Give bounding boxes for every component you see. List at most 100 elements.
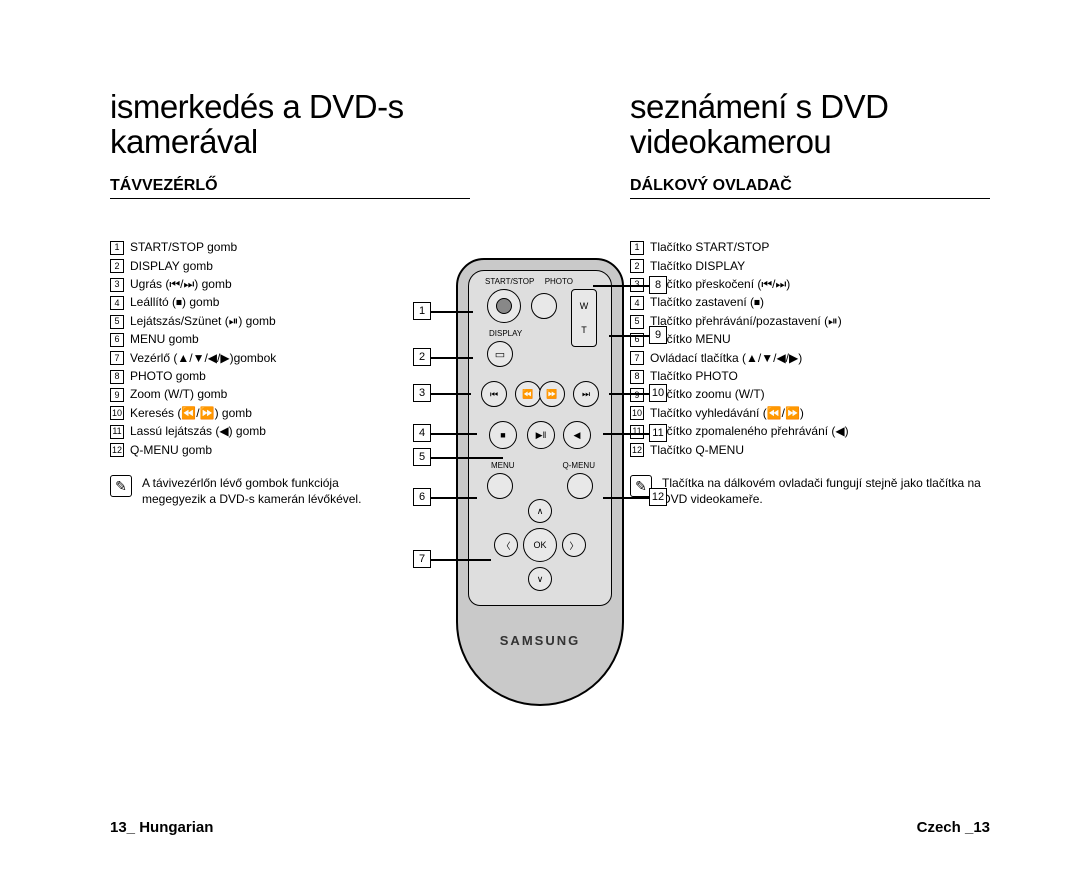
item-number: 12: [110, 443, 124, 457]
remote-diagram: START/STOP PHOTO W T DISPLAY ▭ ⏮ ⏪ ⏩ ⏭ ■: [413, 258, 667, 728]
callout-6: 6: [413, 488, 431, 506]
dpad-up[interactable]: ∧: [528, 499, 552, 523]
left-section-header: TÁVVEZÉRLŐ: [110, 177, 470, 199]
left-title: ismerkedés a DVD-s kamerával: [110, 90, 470, 159]
list-item: 7Ovládací tlačítka (▲/▼/◀/▶): [630, 350, 990, 367]
left-note-text: A távivezérlőn lévő gombok funkciója meg…: [142, 475, 400, 507]
item-label: Q-MENU gomb: [130, 442, 212, 459]
item-label: Vezérlő (▲/▼/◀/▶)gombok: [130, 350, 276, 367]
list-item: 12 Q-MENU gomb: [110, 442, 400, 459]
callout-11: 11: [649, 424, 667, 442]
callout-10: 10: [649, 384, 667, 402]
menu-button[interactable]: [487, 473, 513, 499]
callout-7: 7: [413, 550, 431, 568]
slow-button[interactable]: ◀: [563, 421, 591, 449]
item-number: 5: [110, 315, 124, 329]
callout-3: 3: [413, 384, 431, 402]
callout-9: 9: [649, 326, 667, 344]
zoom-t: T: [581, 325, 587, 335]
footer-left: 13_ Hungarian: [110, 819, 213, 836]
rew-button[interactable]: ⏪: [515, 381, 541, 407]
display-button[interactable]: ▭: [487, 341, 513, 367]
label-display: DISPLAY: [489, 329, 522, 338]
callout-8: 8: [649, 276, 667, 294]
item-label: Leállító (⏹) gomb: [130, 294, 219, 311]
photo-button[interactable]: [531, 293, 557, 319]
item-label: MENU gomb: [130, 331, 199, 348]
qmenu-button[interactable]: [567, 473, 593, 499]
item-label: Tlačítko zastavení (⏹): [650, 294, 764, 311]
remote-body: START/STOP PHOTO W T DISPLAY ▭ ⏮ ⏪ ⏩ ⏭ ■: [456, 258, 624, 706]
item-number: 8: [110, 370, 124, 384]
item-number: 1: [630, 241, 644, 255]
ok-button[interactable]: OK: [523, 528, 557, 562]
callout-5: 5: [413, 448, 431, 466]
list-item: 1 Tlačítko START/STOP: [630, 239, 990, 256]
list-item: 4Tlačítko zastavení (⏹): [630, 294, 990, 311]
item-number: 7: [110, 351, 124, 365]
list-item: 9Tlačítko zoomu (W/T): [630, 386, 990, 403]
play-pause-button[interactable]: ▶‖: [527, 421, 555, 449]
list-item: 3Ugrás (⏮/⏭) gomb: [110, 276, 400, 293]
left-title-l2: kamerával: [110, 123, 258, 160]
item-label: Lassú lejátszás (◀) gomb: [130, 423, 266, 440]
skip-prev-button[interactable]: ⏮: [481, 381, 507, 407]
item-label: Ovládací tlačítka (▲/▼/◀/▶): [650, 350, 802, 367]
callout-1: 1: [413, 302, 431, 320]
item-number: 2: [110, 259, 124, 273]
right-title-l2: videokamerou: [630, 123, 831, 160]
skip-next-button[interactable]: ⏭: [573, 381, 599, 407]
label-qmenu: Q-MENU: [563, 461, 595, 470]
item-label: PHOTO gomb: [130, 368, 206, 385]
callout-2: 2: [413, 348, 431, 366]
callout-12: 12: [649, 488, 667, 506]
list-item: 10Tlačítko vyhledávání (⏪/⏩): [630, 405, 990, 422]
list-item: 12Tlačítko Q-MENU: [630, 442, 990, 459]
list-item: 7 Vezérlő (▲/▼/◀/▶)gombok: [110, 350, 400, 367]
list-item: 11 Lassú lejátszás (◀) gomb: [110, 423, 400, 440]
zoom-w: W: [580, 301, 589, 311]
item-number: 9: [110, 388, 124, 402]
left-note: ✎ A távivezérlőn lévő gombok funkciója m…: [110, 475, 400, 507]
left-list: 1START/STOP gomb2DISPLAY gomb3Ugrás (⏮/⏭…: [110, 239, 400, 459]
item-label: START/STOP gomb: [130, 239, 237, 256]
item-label: Keresés (⏪/⏩) gomb: [130, 405, 252, 422]
list-item: 1 START/STOP gomb: [110, 239, 400, 256]
dpad-left[interactable]: 〈: [494, 533, 518, 557]
list-item: 5Tlačítko přehrávání/pozastavení (⏯): [630, 313, 990, 330]
right-title: seznámení s DVD videokamerou: [630, 90, 990, 159]
right-title-l1: seznámení s DVD: [630, 88, 888, 125]
item-number: 1: [110, 241, 124, 255]
stop-button[interactable]: ■: [489, 421, 517, 449]
note-icon: ✎: [110, 475, 132, 497]
footer-right: Czech _13: [917, 819, 990, 836]
list-item: 4 Leállító (⏹) gomb: [110, 294, 400, 311]
dpad-down[interactable]: ∨: [528, 567, 552, 591]
dpad: ∧ ∨ 〈 〉 OK: [494, 499, 586, 591]
item-label: Tlačítko přehrávání/pozastavení (⏯): [650, 313, 842, 330]
item-number: 11: [110, 425, 124, 439]
left-title-l1: ismerkedés a DVD-s: [110, 88, 404, 125]
label-photo: PHOTO: [545, 277, 573, 286]
item-label: Zoom (W/T) gomb: [130, 386, 227, 403]
item-label: Lejátszás/Szünet (⏯) gomb: [130, 313, 276, 330]
right-list: 1 Tlačítko START/STOP 2Tlačítko DISPLAY3Tl…: [630, 239, 990, 459]
right-note-text: Tlačítka na dálkovém ovladači fungují st…: [662, 475, 990, 507]
label-menu: MENU: [491, 461, 515, 470]
remote-inner: START/STOP PHOTO W T DISPLAY ▭ ⏮ ⏪ ⏩ ⏭ ■: [468, 270, 612, 606]
dpad-right[interactable]: 〉: [562, 533, 586, 557]
list-item: 8Tlačítko PHOTO: [630, 368, 990, 385]
item-number: 3: [110, 278, 124, 292]
startstop-button[interactable]: [487, 289, 521, 323]
ff-button[interactable]: ⏩: [539, 381, 565, 407]
list-item: 6Tlačítko MENU: [630, 331, 990, 348]
item-label: Tlačítko START/STOP: [650, 239, 769, 256]
list-item: 6MENU gomb: [110, 331, 400, 348]
item-label: Tlačítko vyhledávání (⏪/⏩): [650, 405, 804, 422]
zoom-rocker[interactable]: W T: [571, 289, 597, 347]
list-item: 2Tlačítko DISPLAY: [630, 258, 990, 275]
item-number: 4: [110, 296, 124, 310]
list-item: 3Tlačítko přeskočení (⏮/⏭): [630, 276, 990, 293]
list-item: 11Tlačítko zpomaleného přehrávání (◀): [630, 423, 990, 440]
label-startstop: START/STOP: [485, 277, 534, 286]
